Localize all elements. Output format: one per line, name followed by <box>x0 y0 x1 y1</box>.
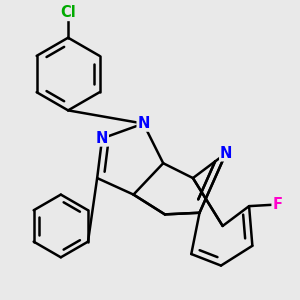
Text: N: N <box>137 116 150 131</box>
Text: N: N <box>220 146 232 161</box>
Text: F: F <box>272 197 282 212</box>
Text: Cl: Cl <box>60 5 76 20</box>
Text: N: N <box>96 131 108 146</box>
